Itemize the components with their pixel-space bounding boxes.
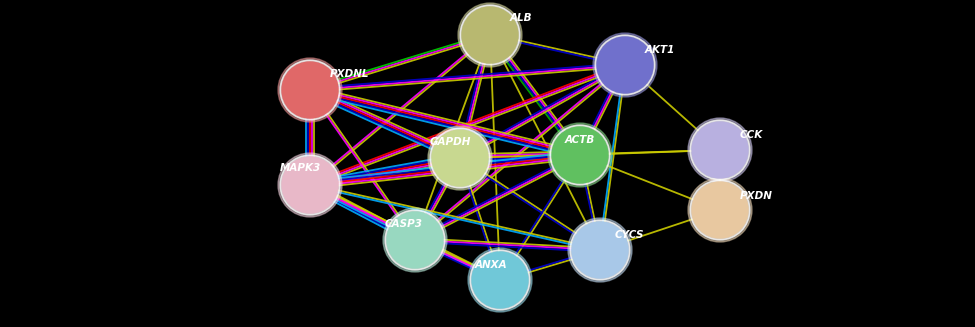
Circle shape [692,182,748,238]
Circle shape [387,212,443,268]
Circle shape [688,178,752,242]
Circle shape [572,222,628,278]
Circle shape [688,118,752,182]
Circle shape [552,127,608,183]
Circle shape [568,218,632,282]
Text: CASP3: CASP3 [385,219,423,229]
Circle shape [458,3,522,67]
Circle shape [595,35,655,95]
Circle shape [690,120,750,180]
Text: CCK: CCK [740,130,763,140]
Text: PXDNL: PXDNL [330,69,370,79]
Circle shape [692,122,748,178]
Circle shape [280,155,340,215]
Text: PXDN: PXDN [740,191,773,201]
Circle shape [282,157,338,213]
Circle shape [432,130,488,186]
Text: GAPDH: GAPDH [430,137,471,147]
Circle shape [570,220,630,280]
Circle shape [597,37,653,93]
Circle shape [593,33,657,97]
Circle shape [462,7,518,63]
Circle shape [550,125,610,185]
Circle shape [470,250,530,310]
Text: AKT1: AKT1 [645,45,676,55]
Text: MAPK3: MAPK3 [280,163,321,173]
Circle shape [548,123,612,187]
Text: ALB: ALB [510,13,532,23]
Circle shape [468,248,532,312]
Circle shape [280,60,340,120]
Text: ANXA: ANXA [475,260,508,270]
Circle shape [690,180,750,240]
Circle shape [383,208,447,272]
Circle shape [472,252,528,308]
Text: CYCS: CYCS [615,230,644,240]
Circle shape [385,210,445,270]
Circle shape [430,128,490,188]
Circle shape [428,126,492,190]
Circle shape [460,5,520,65]
Circle shape [278,153,342,217]
Circle shape [278,58,342,122]
Circle shape [282,62,338,118]
Text: ACTB: ACTB [565,135,596,145]
